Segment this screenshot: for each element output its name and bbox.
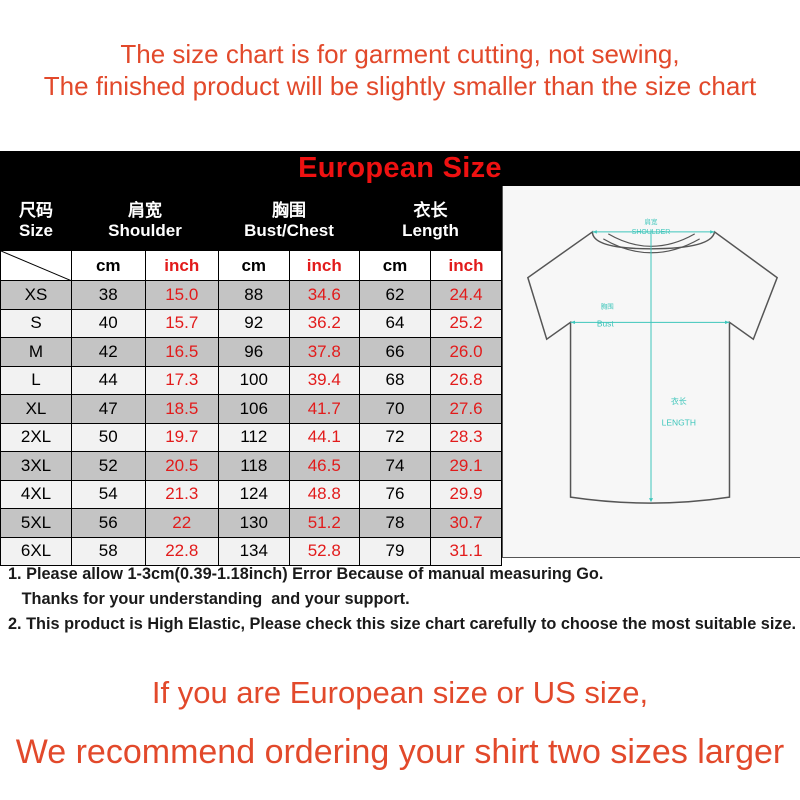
svg-text:衣长: 衣长	[671, 396, 687, 406]
svg-text:Bust: Bust	[597, 318, 615, 328]
svg-text:肩宽: 肩宽	[645, 217, 658, 226]
svg-text:SHOULDER: SHOULDER	[632, 229, 671, 236]
svg-text:LENGTH: LENGTH	[662, 418, 696, 428]
svg-text:胸围: 胸围	[601, 301, 614, 310]
